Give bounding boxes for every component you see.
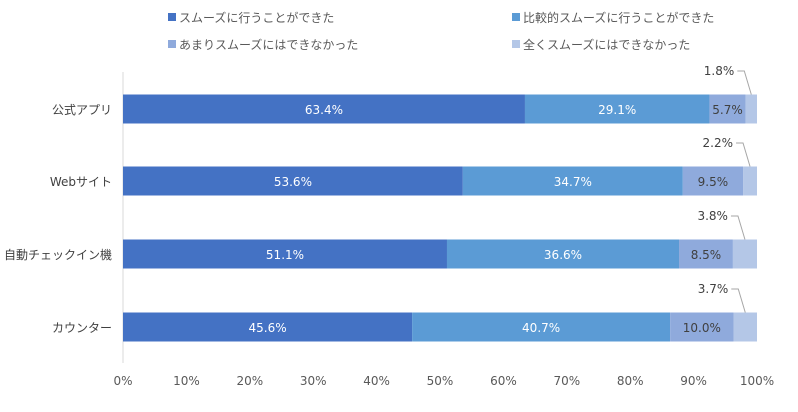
bar-segment <box>682 166 744 196</box>
x-tick-label: 60% <box>490 374 517 388</box>
bar-segment <box>743 166 757 196</box>
bar-segment <box>123 166 463 196</box>
x-tick-label: 40% <box>363 374 390 388</box>
data-label: 51.1% <box>266 248 304 262</box>
bar-segment <box>123 312 413 342</box>
category-label: 公式アプリ <box>52 103 112 117</box>
bar-segment <box>679 239 733 269</box>
leader-line <box>731 288 746 313</box>
x-tick-label: 70% <box>553 374 580 388</box>
bar-segment <box>733 312 757 342</box>
bar-segment <box>462 166 683 196</box>
bar-segment <box>709 94 746 124</box>
bar-segment <box>745 94 757 124</box>
legend-swatch <box>512 13 520 21</box>
bar-segment <box>123 94 525 124</box>
data-label: 3.7% <box>698 282 729 296</box>
category-label: Webサイト <box>50 175 112 189</box>
x-tick-label: 50% <box>427 374 454 388</box>
legend-label: 比較的スムーズに行うことができた <box>523 10 714 25</box>
data-label: 53.6% <box>274 175 312 189</box>
bar-segment <box>446 239 680 269</box>
legend-swatch <box>168 13 176 21</box>
bar-segment <box>670 312 734 342</box>
data-label: 10.0% <box>683 321 721 335</box>
data-label: 8.5% <box>691 248 722 262</box>
leader-line <box>730 215 746 240</box>
data-label: 1.8% <box>704 64 735 78</box>
data-label: 3.8% <box>697 209 728 223</box>
legend-swatch <box>168 40 176 48</box>
leader-line <box>736 142 751 167</box>
legend-label: あまりスムーズにはできなかった <box>179 37 358 52</box>
x-tick-label: 90% <box>680 374 707 388</box>
legend-label: スムーズに行うことができた <box>179 10 334 25</box>
legend-swatch <box>512 40 520 48</box>
data-label: 5.7% <box>712 103 743 117</box>
x-tick-label: 30% <box>300 374 327 388</box>
leader-line <box>737 70 752 95</box>
data-label: 34.7% <box>554 175 592 189</box>
data-label: 2.2% <box>703 136 734 150</box>
bar-segment <box>732 239 757 269</box>
category-label: 自動チェックイン機 <box>4 247 112 262</box>
data-label: 36.6% <box>544 248 582 262</box>
bar-segment <box>412 312 671 342</box>
x-tick-label: 80% <box>617 374 644 388</box>
data-label: 45.6% <box>248 321 286 335</box>
bar-segment <box>123 239 447 269</box>
category-label: カウンター <box>52 321 112 335</box>
bar-segment <box>524 94 710 124</box>
data-label: 40.7% <box>522 321 560 335</box>
x-tick-label: 0% <box>113 374 132 388</box>
data-label: 63.4% <box>305 103 343 117</box>
legend-label: 全くスムーズにはできなかった <box>523 37 690 52</box>
x-tick-label: 100% <box>740 374 774 388</box>
x-tick-label: 10% <box>173 374 200 388</box>
data-label: 29.1% <box>598 103 636 117</box>
data-label: 9.5% <box>698 175 729 189</box>
x-tick-label: 20% <box>236 374 263 388</box>
